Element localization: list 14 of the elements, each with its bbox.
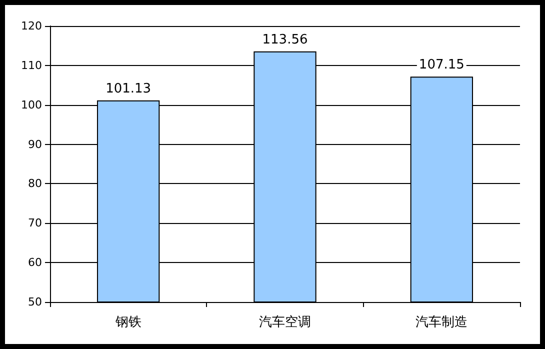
y-tick-label: 80	[28, 177, 42, 190]
y-tick-label: 60	[28, 256, 42, 270]
x-tick-label: 汽车制造	[416, 315, 468, 330]
data-label: 107.15	[418, 58, 464, 73]
y-tick-label: 90	[28, 138, 42, 151]
y-tick-label: 50	[28, 296, 42, 308]
y-tick-label: 110	[21, 58, 42, 72]
x-tick-label: 汽车空调	[259, 315, 311, 330]
y-tick-label: 70	[28, 216, 42, 230]
data-label: 113.56	[262, 32, 308, 48]
data-label: 101.13	[106, 81, 152, 96]
x-tick-label: 钢铁	[114, 315, 142, 330]
y-tick-label: 100	[21, 98, 42, 112]
y-tick-label: 120	[21, 20, 42, 32]
